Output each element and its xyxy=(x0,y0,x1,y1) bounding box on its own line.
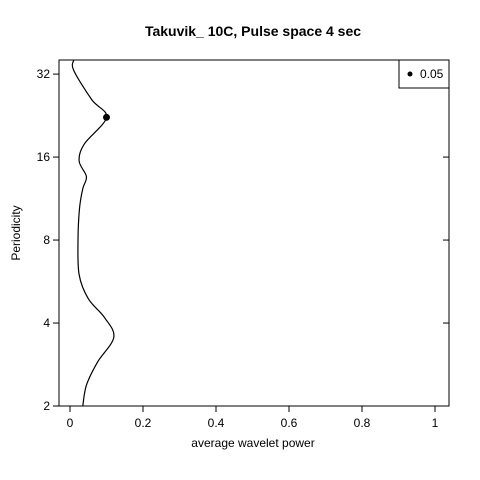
series-line xyxy=(71,59,115,407)
legend-dot-marker xyxy=(407,71,413,77)
x-tick-label: 1 xyxy=(432,416,439,430)
x-tick-label: 0.2 xyxy=(135,416,152,430)
y-tick-label: 2 xyxy=(43,399,50,413)
x-tick-label: 0.4 xyxy=(208,416,225,430)
legend-label: 0.05 xyxy=(420,67,444,81)
x-axis-label: average wavelet power xyxy=(191,436,314,450)
x-tick-label: 0 xyxy=(67,416,74,430)
y-axis: 2 4 8 16 32 xyxy=(37,67,449,413)
chart-title: Takuvik_ 10C, Pulse space 4 sec xyxy=(145,23,361,39)
legend-box xyxy=(398,59,450,89)
legend: 0.05 xyxy=(398,59,450,89)
y-tick-label: 16 xyxy=(37,150,51,164)
x-axis: 0 0.2 0.4 0.6 0.8 1 xyxy=(67,406,439,430)
y-tick-label: 8 xyxy=(43,233,50,247)
series-layer xyxy=(71,59,115,407)
y-tick-label: 4 xyxy=(43,316,50,330)
plot-frame xyxy=(58,59,450,407)
y-tick-label: 32 xyxy=(37,67,51,81)
significant-point xyxy=(103,113,110,121)
x-tick-label: 0.6 xyxy=(281,416,298,430)
y-axis-label: Periodicity xyxy=(9,205,23,260)
x-tick-label: 0.8 xyxy=(354,416,371,430)
